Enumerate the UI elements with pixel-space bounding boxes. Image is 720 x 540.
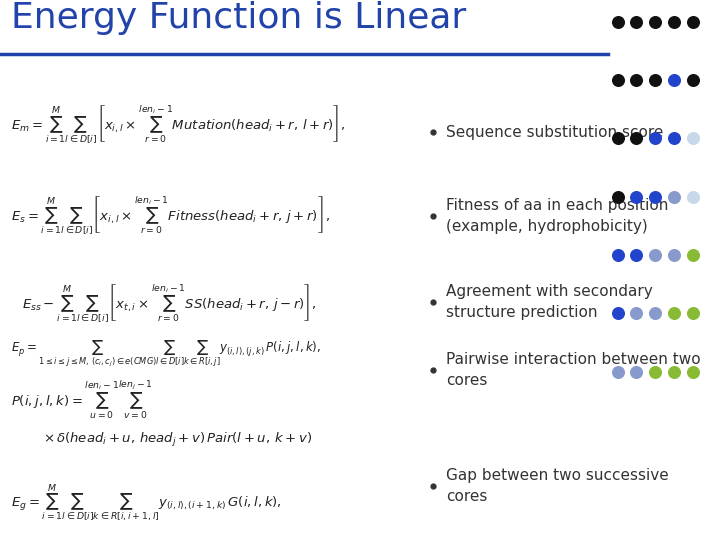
Point (631, 367, 642, 376)
Point (668, 367, 680, 376)
Point (668, 134, 680, 143)
Point (649, 309, 661, 318)
Text: $E_p = \sum_{1 \leq i \leq j \leq M,\,(c_i,c_j) \in e(CMG)} \sum_{l \in D[i]} \s: $E_p = \sum_{1 \leq i \leq j \leq M,\,(c… (11, 339, 321, 369)
Point (612, 134, 624, 143)
Point (668, 309, 680, 318)
Point (631, 76, 642, 84)
Point (668, 17, 680, 26)
Point (668, 76, 680, 84)
Text: $\times\, \delta(head_i + u,\, head_j + v)\, Pair(l + u,\, k + v)$: $\times\, \delta(head_i + u,\, head_j + … (43, 431, 312, 449)
Point (649, 192, 661, 201)
Point (668, 192, 680, 201)
Point (668, 251, 680, 259)
Point (631, 192, 642, 201)
Point (631, 309, 642, 318)
Text: $P(i,j,l,k) = \sum_{u=0}^{len_i-1} \sum_{v=0}^{len_j-1}$: $P(i,j,l,k) = \sum_{u=0}^{len_i-1} \sum_… (11, 379, 153, 421)
Point (687, 367, 698, 376)
Point (612, 17, 624, 26)
Point (649, 367, 661, 376)
Text: Fitness of aa in each position
(example, hydrophobicity): Fitness of aa in each position (example,… (446, 198, 669, 234)
Text: Pairwise interaction between two
cores: Pairwise interaction between two cores (446, 352, 701, 388)
Point (687, 134, 698, 143)
Point (612, 309, 624, 318)
Text: Gap between two successive
cores: Gap between two successive cores (446, 468, 669, 504)
Point (687, 192, 698, 201)
Point (687, 251, 698, 259)
Text: $E_m = \sum_{i=1}^{M} \sum_{l \in D[i]} \left[ x_{i,l} \times \sum_{r=0}^{len_i-: $E_m = \sum_{i=1}^{M} \sum_{l \in D[i]} … (11, 103, 346, 146)
Text: $E_g = \sum_{i=1}^{M} \sum_{l \in D[i]} \sum_{k \in R[i,i+1,l]} y_{(i,l),(i+1,k): $E_g = \sum_{i=1}^{M} \sum_{l \in D[i]} … (11, 482, 282, 524)
Point (631, 17, 642, 26)
Point (612, 192, 624, 201)
Point (649, 17, 661, 26)
Point (612, 367, 624, 376)
Point (687, 76, 698, 84)
Text: Energy Function is Linear: Energy Function is Linear (11, 1, 466, 35)
Text: $E_s = \sum_{i=1}^{M} \sum_{l \in D[i]} \left[ x_{i,l} \times \sum_{r=0}^{len_i-: $E_s = \sum_{i=1}^{M} \sum_{l \in D[i]} … (11, 194, 330, 238)
Point (687, 309, 698, 318)
Point (649, 76, 661, 84)
Point (612, 251, 624, 259)
Point (649, 134, 661, 143)
Text: Agreement with secondary
structure prediction: Agreement with secondary structure predi… (446, 285, 653, 320)
Text: $E_{ss} - \sum_{i=1}^{M} \sum_{l \in D[i]} \left[ x_{t,i} \times \sum_{r=0}^{len: $E_{ss} - \sum_{i=1}^{M} \sum_{l \in D[i… (22, 282, 316, 326)
Point (649, 251, 661, 259)
Text: Sequence substitution score: Sequence substitution score (446, 125, 664, 140)
Point (612, 76, 624, 84)
Point (687, 17, 698, 26)
Point (631, 251, 642, 259)
Point (631, 134, 642, 143)
